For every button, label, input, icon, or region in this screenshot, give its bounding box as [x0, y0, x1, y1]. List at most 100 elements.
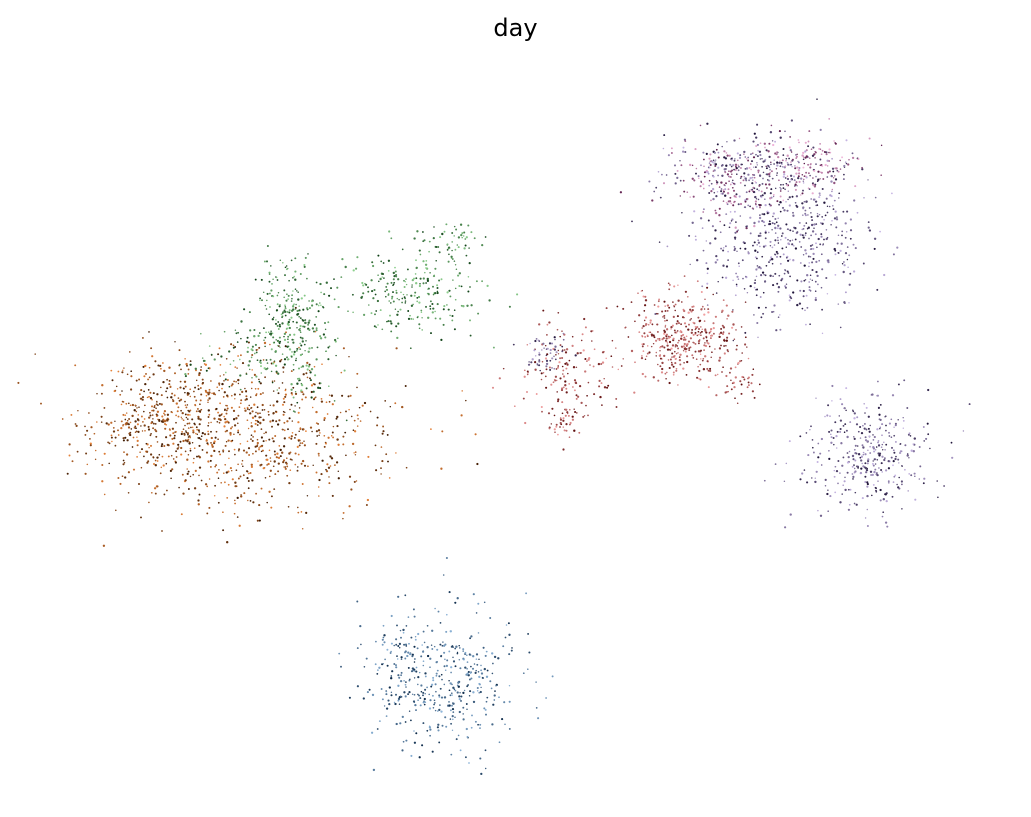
scatter-point: [249, 396, 252, 398]
scatter-point: [435, 246, 438, 248]
scatter-point: [873, 237, 877, 240]
scatter-point: [703, 165, 705, 168]
scatter-point: [837, 170, 840, 173]
scatter-point: [433, 274, 436, 277]
scatter-point: [174, 461, 178, 464]
scatter-point: [802, 182, 805, 184]
scatter-point: [784, 236, 787, 239]
scatter-point: [251, 439, 254, 442]
scatter-point: [86, 429, 89, 432]
scatter-point: [761, 213, 764, 215]
scatter-point: [388, 477, 391, 479]
scatter-point: [861, 462, 864, 465]
scatter-point: [258, 378, 260, 381]
scatter-point: [814, 183, 817, 186]
scatter-point: [397, 699, 400, 702]
scatter-point: [697, 350, 701, 353]
scatter-point: [322, 333, 326, 336]
scatter-point: [702, 368, 706, 371]
scatter-point: [548, 427, 551, 430]
scatter-point: [415, 709, 417, 712]
scatter-point: [733, 249, 736, 252]
scatter-point: [131, 446, 134, 448]
scatter-point: [233, 433, 235, 436]
scatter-point: [411, 278, 414, 282]
scatter-point: [830, 433, 832, 436]
scatter-point: [899, 443, 902, 445]
scatter-point: [323, 293, 326, 296]
scatter-point: [254, 445, 257, 448]
scatter-point: [480, 772, 483, 776]
scatter-point: [882, 511, 885, 514]
scatter-point: [695, 172, 697, 175]
scatter-point: [362, 697, 365, 700]
scatter-point: [721, 311, 723, 313]
scatter-point: [718, 186, 721, 188]
scatter-point: [291, 432, 294, 434]
scatter-point: [893, 434, 896, 437]
scatter-point: [75, 424, 78, 427]
scatter-point: [937, 496, 939, 499]
scatter-point: [362, 284, 365, 287]
scatter-point: [465, 703, 468, 705]
scatter-point: [425, 282, 427, 284]
scatter-point: [316, 435, 319, 437]
scatter-point: [272, 440, 275, 443]
scatter-point: [321, 363, 323, 365]
scatter-point: [862, 451, 865, 454]
scatter-point: [641, 327, 643, 329]
scatter-point: [297, 367, 301, 370]
scatter-point: [404, 280, 407, 283]
scatter-point: [752, 152, 754, 154]
scatter-point: [927, 433, 930, 436]
scatter-point: [847, 455, 850, 459]
scatter-point: [477, 632, 480, 634]
scatter-point: [158, 418, 161, 421]
scatter-point: [413, 294, 416, 297]
scatter-point: [287, 320, 290, 324]
scatter-point: [483, 707, 486, 710]
scatter-point: [407, 666, 410, 669]
scatter-point: [40, 402, 42, 405]
scatter-point: [283, 429, 286, 432]
scatter-point: [664, 372, 667, 375]
scatter-point: [714, 374, 717, 377]
scatter-point: [658, 298, 661, 301]
scatter-point: [272, 336, 274, 339]
scatter-point: [443, 230, 446, 233]
scatter-point: [679, 160, 681, 162]
scatter-point: [283, 338, 287, 342]
scatter-point: [887, 459, 890, 463]
scatter-point: [698, 369, 701, 373]
scatter-point: [253, 352, 256, 355]
scatter-point: [565, 362, 568, 364]
scatter-point: [468, 694, 471, 697]
scatter-point: [493, 655, 497, 659]
scatter-point: [422, 277, 425, 280]
scatter-point: [797, 175, 800, 178]
scatter-point: [811, 439, 814, 441]
scatter-point: [123, 461, 126, 464]
scatter-point: [756, 123, 759, 126]
scatter-point: [690, 318, 692, 320]
scatter-point: [674, 182, 677, 185]
scatter-point: [277, 456, 281, 459]
scatter-point: [385, 693, 388, 696]
scatter-point: [777, 224, 780, 227]
scatter-point: [290, 316, 293, 319]
scatter-point: [241, 390, 244, 394]
scatter-point: [331, 494, 334, 497]
scatter-point: [737, 278, 740, 280]
scatter-point: [796, 153, 798, 156]
scatter-point: [909, 435, 912, 437]
scatter-point: [405, 739, 408, 742]
scatter-point: [508, 700, 511, 703]
scatter-point: [232, 346, 235, 349]
scatter-point: [894, 424, 897, 427]
scatter-point: [320, 398, 323, 400]
scatter-point: [565, 429, 568, 432]
scatter-point: [257, 420, 260, 423]
scatter-point: [460, 285, 463, 288]
scatter-point: [279, 340, 282, 343]
scatter-point: [180, 398, 183, 401]
